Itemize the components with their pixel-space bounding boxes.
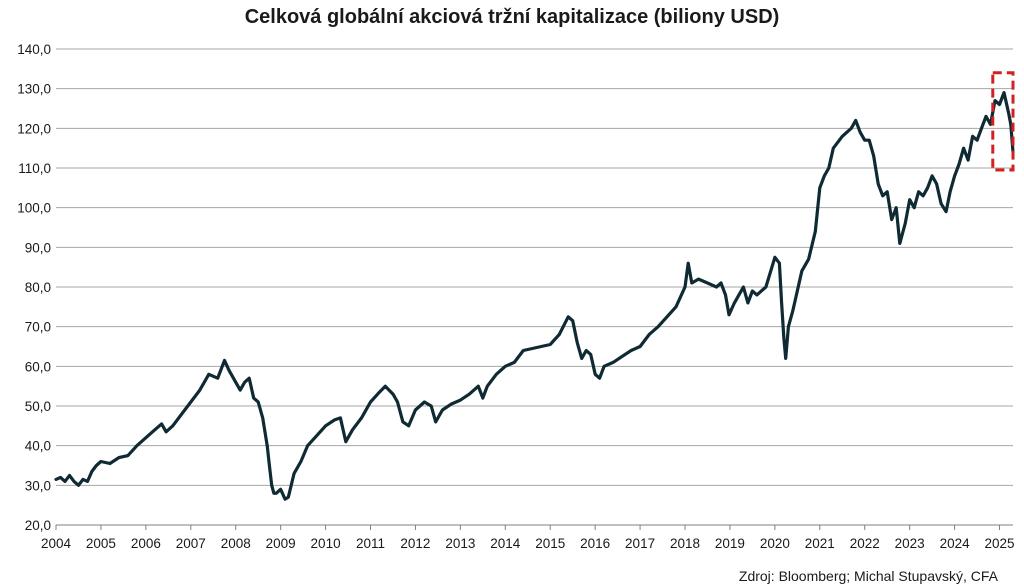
x-tick-label: 2012 [400,536,430,551]
x-tick-label: 2021 [805,536,835,551]
y-tick-label: 130,0 [17,82,51,97]
x-tick-label: 2004 [41,536,72,551]
highlight-box [991,71,1015,172]
series-layer [54,91,1015,501]
series-line [54,91,1015,501]
y-tick-label: 120,0 [17,121,51,136]
x-tick-label: 2017 [625,536,655,551]
y-tick-label: 100,0 [17,201,51,216]
x-axis: 2004 2005 2006 2007 2008 2009 2010 2011 2012 2013… [41,525,1015,551]
x-tick-label: 2013 [445,536,475,551]
x-tick-label: 2023 [895,536,925,551]
x-tick-label: 2007 [176,536,206,551]
highlight-layer [991,71,1015,172]
source-note: Zdroj: Bloomberg; Michal Stupavský, CFA [738,568,998,584]
x-tick-label: 2005 [86,536,116,551]
y-tick-label: 140,0 [17,42,51,57]
y-tick-label: 20,0 [25,518,51,533]
y-tick-label: 70,0 [25,320,51,335]
y-tick-label: 50,0 [25,399,51,414]
x-tick-label: 2014 [490,536,521,551]
x-tick-label: 2015 [535,536,565,551]
gridlines [56,48,1013,526]
x-tick-label: 2006 [131,536,161,551]
x-tick-label: 2020 [760,536,790,551]
y-tick-label: 90,0 [25,240,51,255]
x-tick-label: 2008 [221,536,251,551]
x-tick-label: 2018 [670,536,700,551]
y-tick-label: 110,0 [18,161,51,176]
y-axis: 20,0 30,0 40,0 50,0 60,0 70,0 80,0 90,0 100,0 110… [17,42,51,533]
x-tick-label: 2011 [356,536,385,551]
x-tick-label: 2019 [715,536,745,551]
chart-title: Celková globální akciová tržní kapitaliz… [244,6,780,28]
x-tick-label: 2010 [311,536,341,551]
y-tick-label: 40,0 [25,439,51,454]
x-tick-label: 2009 [266,536,296,551]
x-tick-label: 2024 [940,536,971,551]
y-tick-label: 80,0 [25,280,51,295]
y-tick-label: 30,0 [25,478,51,493]
x-tick-label: 2025 [984,536,1014,551]
x-tick-label: 2016 [580,536,610,551]
x-tick-label: 2022 [850,536,880,551]
y-tick-label: 60,0 [25,359,51,374]
